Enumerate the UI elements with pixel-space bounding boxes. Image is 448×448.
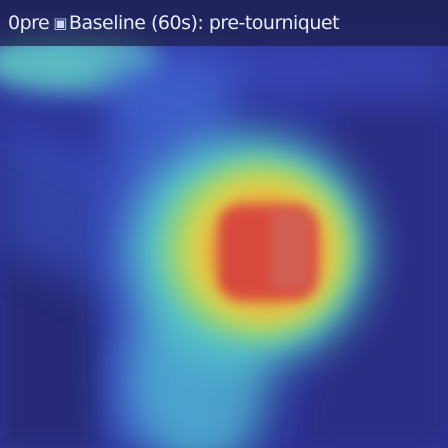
- hotspot-core-highlight: [270, 210, 310, 290]
- frame-label: 0pre: [8, 12, 50, 34]
- separator-icon: ▣: [53, 14, 67, 32]
- stage-label: Baseline (60s): pre-tourniquet: [68, 12, 340, 34]
- title-bar: 0pre ▣ Baseline (60s): pre-tourniquet: [0, 0, 448, 46]
- frame-title: 0pre ▣ Baseline (60s): pre-tourniquet: [8, 12, 340, 34]
- right-dark-region: [300, 60, 448, 448]
